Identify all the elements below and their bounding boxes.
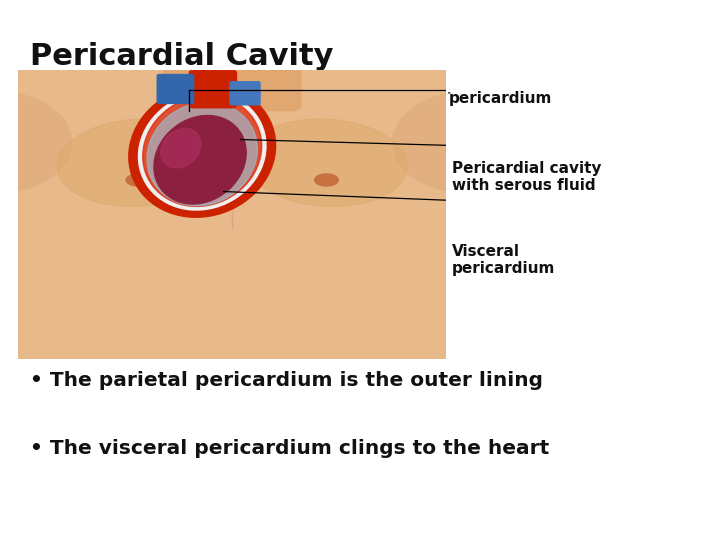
Text: Pericardial Cavity: Pericardial Cavity <box>30 42 334 71</box>
Ellipse shape <box>143 96 261 206</box>
FancyBboxPatch shape <box>230 82 260 105</box>
FancyBboxPatch shape <box>163 56 301 111</box>
Ellipse shape <box>393 92 543 193</box>
Ellipse shape <box>138 92 266 210</box>
Ellipse shape <box>246 119 408 206</box>
Text: • The visceral pericardium clings to the heart: • The visceral pericardium clings to the… <box>30 438 549 458</box>
Ellipse shape <box>57 119 219 206</box>
Text: Pericardial cavity
with serous fluid: Pericardial cavity with serous fluid <box>452 161 602 193</box>
Text: • The parietal pericardium is the outer lining: • The parietal pericardium is the outer … <box>30 371 544 390</box>
Ellipse shape <box>161 129 201 168</box>
Text: Visceral
pericardium: Visceral pericardium <box>452 244 556 276</box>
Ellipse shape <box>0 92 71 193</box>
FancyBboxPatch shape <box>189 70 236 108</box>
Ellipse shape <box>315 174 338 186</box>
Text: pericardium: pericardium <box>449 91 552 106</box>
Ellipse shape <box>129 85 276 217</box>
FancyBboxPatch shape <box>157 75 194 104</box>
FancyBboxPatch shape <box>27 76 438 368</box>
Ellipse shape <box>154 116 246 204</box>
Ellipse shape <box>147 102 257 206</box>
Ellipse shape <box>126 174 150 186</box>
